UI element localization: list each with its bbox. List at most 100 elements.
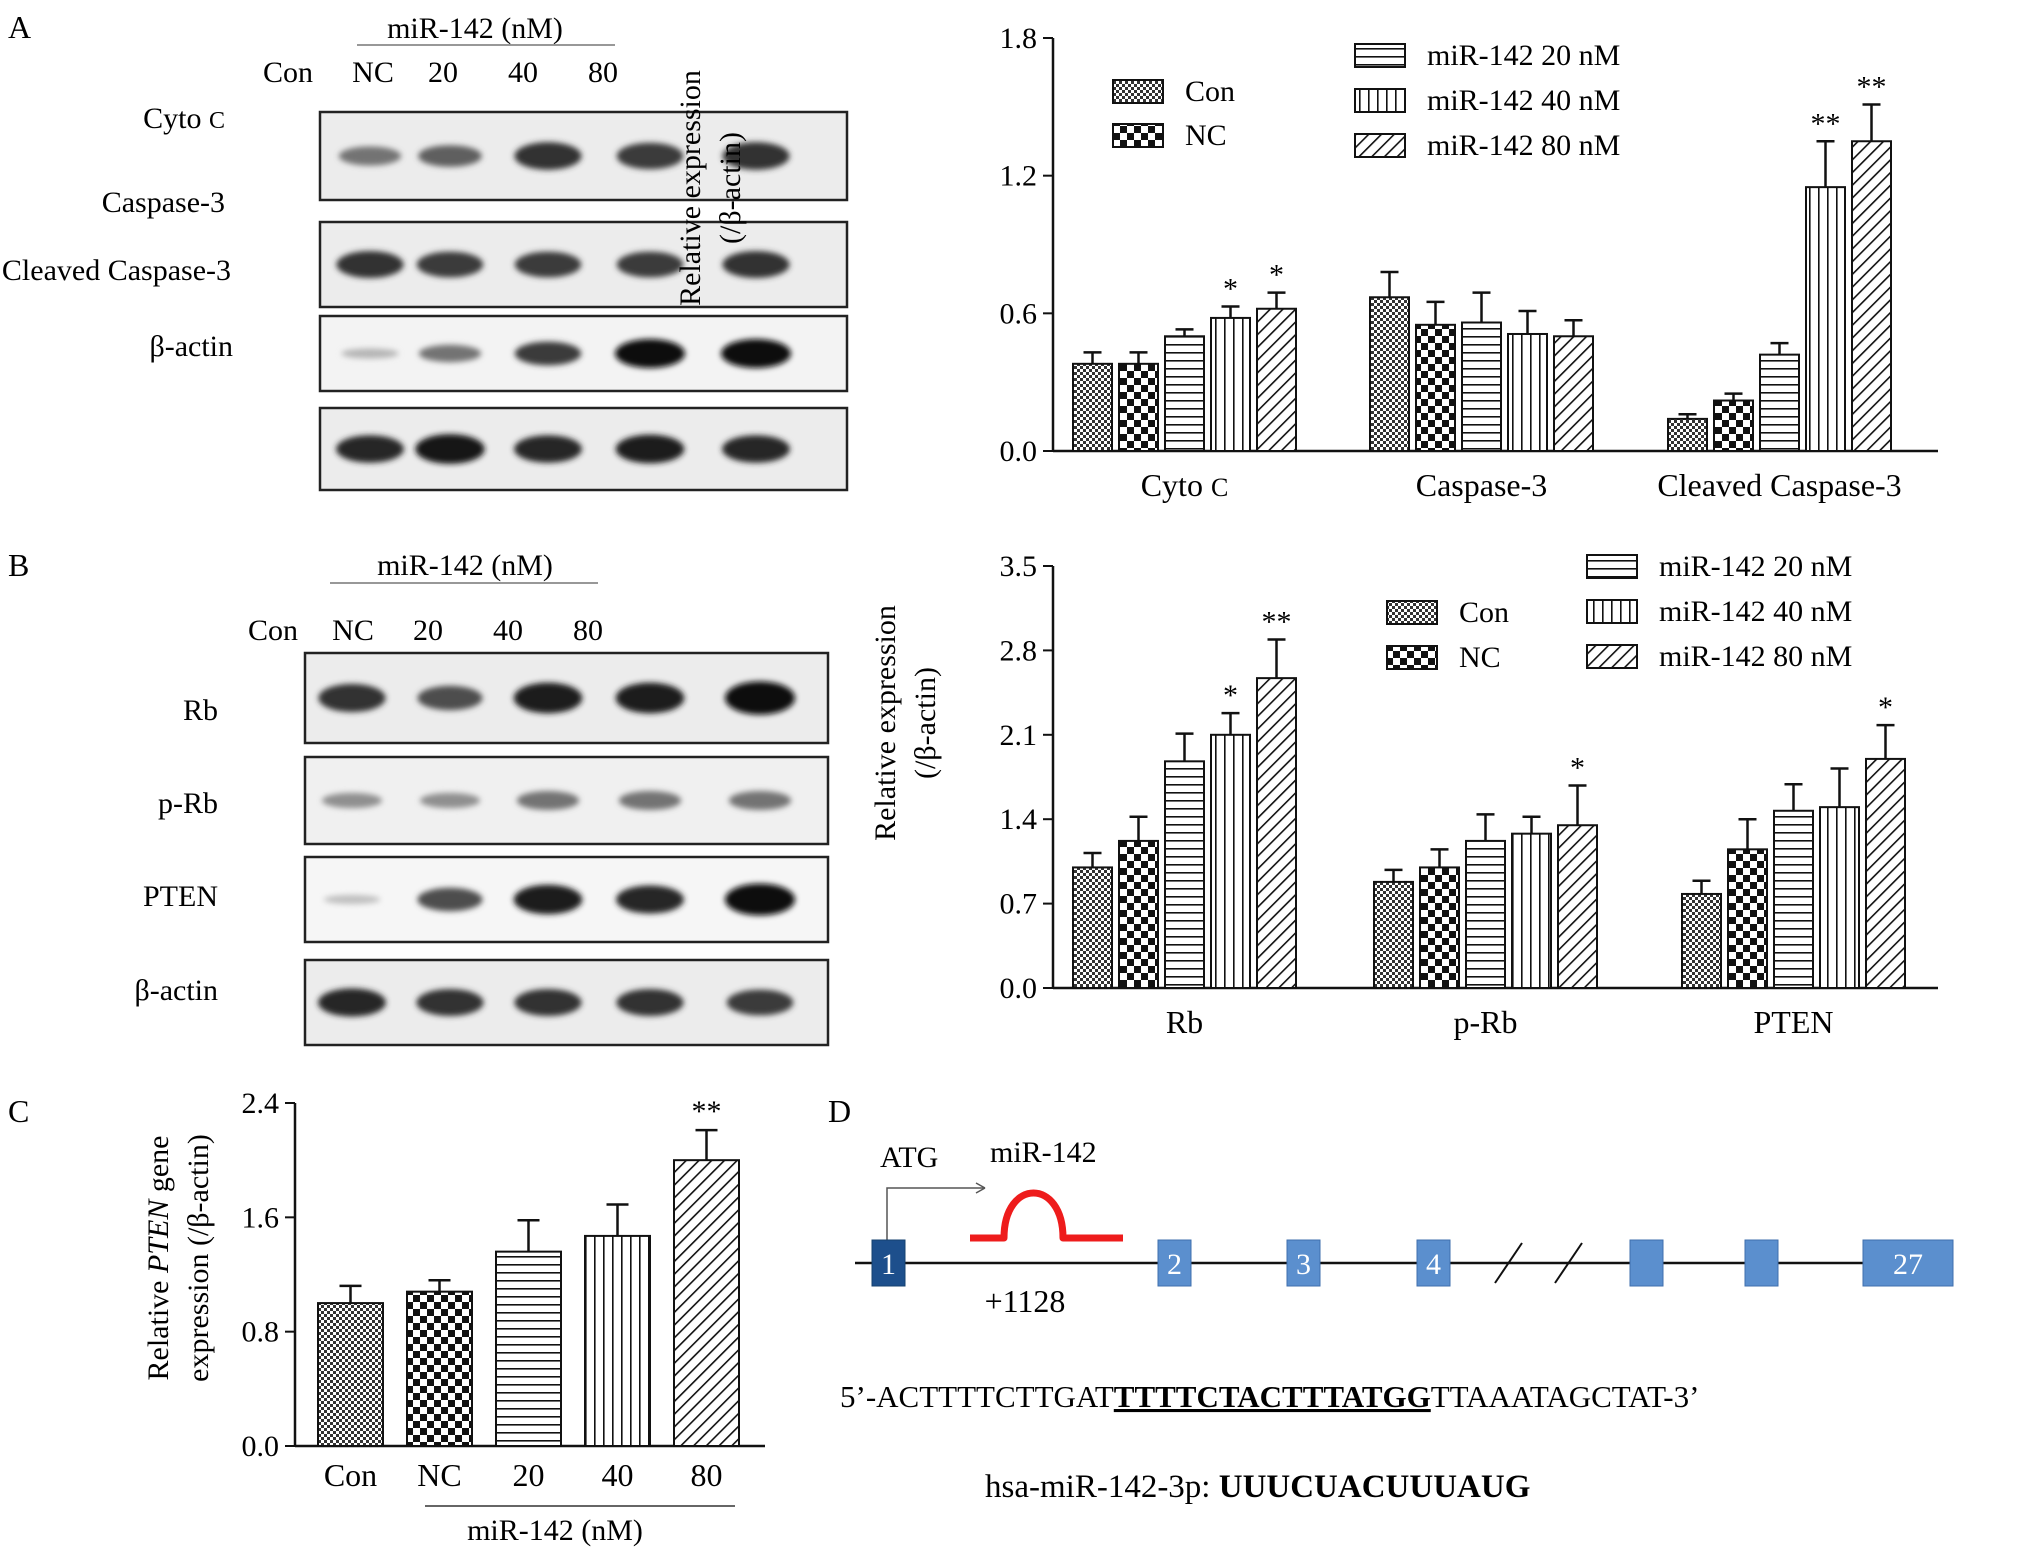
- bar: [317, 1302, 384, 1448]
- x-category-label: 20: [513, 1457, 545, 1493]
- y-tick-label: 0.0: [1000, 972, 1038, 1005]
- bar: [584, 1234, 651, 1447]
- panel-c-label: C: [8, 1093, 29, 1129]
- exon-number: 2: [1167, 1248, 1182, 1281]
- exon-number: 3: [1296, 1248, 1311, 1281]
- panel-a-blot-membranes: [318, 110, 849, 492]
- x-category-label: 80: [691, 1457, 723, 1493]
- panel-b-blot: B miR-142 (nM) Con NC 20 40 80 Rb p-Rb P…: [8, 547, 830, 1047]
- blot-band: [615, 434, 685, 464]
- bar: [1819, 806, 1860, 990]
- blot-band: [338, 146, 402, 166]
- blot-band: [417, 685, 483, 711]
- blot-band: [418, 344, 482, 363]
- legend-label: miR-142 80 nM: [1427, 129, 1620, 162]
- lane-label: 20: [413, 614, 443, 647]
- blot-band: [618, 791, 682, 810]
- blot-band: [728, 791, 792, 810]
- blot-row-label: β-actin: [149, 330, 233, 363]
- legend-label: miR-142 20 nM: [1659, 550, 1852, 583]
- x-category-label: Con: [324, 1457, 377, 1493]
- significance-mark: *: [1269, 259, 1284, 292]
- blot-row-label: Caspase-3: [102, 186, 225, 219]
- lane-label: 40: [493, 614, 523, 647]
- blot-band: [416, 988, 484, 1017]
- significance-mark: **: [1262, 606, 1292, 639]
- legend-swatch: [1386, 645, 1438, 670]
- blot-band: [726, 989, 794, 1016]
- panel-a-lane-labels: Con NC 20 40 80: [263, 56, 618, 89]
- exon-unlabeled: [1629, 1239, 1664, 1287]
- legend-swatch: [1386, 600, 1438, 625]
- bar: [1369, 296, 1410, 452]
- blot-row-label: Cyto C: [143, 102, 225, 135]
- y-tick-label: 2.8: [1000, 634, 1038, 667]
- bar: [1164, 760, 1205, 990]
- bar: [673, 1159, 740, 1447]
- bar: [1511, 832, 1552, 989]
- legend-label: Con: [1459, 596, 1509, 629]
- exon-number: 1: [881, 1248, 896, 1281]
- panel-d-diagram: D ATG miR-142 +1128 1 2 3 4 27 5’-ACTTTT…: [828, 1093, 1954, 1505]
- bar: [1851, 140, 1892, 452]
- blot-band: [336, 250, 404, 279]
- blot-band: [514, 142, 582, 170]
- legend-label: Con: [1185, 75, 1235, 108]
- binding-position: +1128: [985, 1283, 1066, 1319]
- blot-band: [415, 434, 485, 464]
- exon-4: [1416, 1239, 1451, 1287]
- bar: [1118, 362, 1159, 452]
- legend-label: miR-142 40 nM: [1659, 595, 1852, 628]
- y-axis-label-unit: expression (/β-actin): [182, 1134, 215, 1382]
- panel-a-blot: A miR-142 (nM) Con NC 20 40 80 Cyto C Ca…: [2, 9, 849, 492]
- bar: [1557, 824, 1598, 989]
- seed-match-site: TTTTCTACTTTATGG: [1114, 1379, 1431, 1414]
- legend-label: miR-142 80 nM: [1659, 640, 1852, 673]
- blot-row-label: Rb: [183, 694, 218, 727]
- blot-row-label: β-actin: [134, 974, 218, 1007]
- legend-label: NC: [1459, 641, 1501, 674]
- bar: [1164, 335, 1205, 452]
- blot-band: [516, 791, 580, 810]
- bar: [1415, 323, 1456, 452]
- legend-swatch: [1354, 133, 1406, 158]
- bar: [1072, 362, 1113, 452]
- exon-number: 4: [1426, 1248, 1441, 1281]
- bar: [1667, 417, 1708, 452]
- y-tick-label: 2.4: [242, 1087, 280, 1120]
- atg-arrow: [886, 1187, 985, 1240]
- y-axis-label: Relative PTEN gene: [142, 1136, 175, 1381]
- blot-band: [323, 894, 381, 905]
- lane-label: NC: [352, 56, 394, 89]
- significance-mark: *: [1878, 691, 1893, 724]
- atg-arrowhead: [975, 1182, 986, 1194]
- legend-swatch: [1586, 599, 1638, 624]
- panel-a-treatment-label: miR-142 (nM): [387, 12, 563, 45]
- lane-label: 80: [573, 614, 603, 647]
- y-tick-label: 0.0: [242, 1430, 280, 1463]
- panel-d-label: D: [828, 1093, 851, 1129]
- blot-band: [418, 145, 482, 167]
- mirna-label: miR-142: [990, 1136, 1097, 1169]
- legend-swatch: [1354, 43, 1406, 68]
- legend-swatch: [1354, 88, 1406, 113]
- break-mark: [1494, 1242, 1523, 1284]
- significance-mark: *: [1570, 751, 1585, 784]
- y-tick-label: 3.5: [1000, 550, 1038, 583]
- exon-2: [1157, 1239, 1192, 1287]
- lane-label: Con: [263, 56, 313, 89]
- y-axis-label-unit: (/β-actin): [714, 132, 747, 244]
- panel-a-label: A: [8, 9, 31, 45]
- blot-band: [722, 435, 790, 463]
- legend-label: NC: [1185, 119, 1227, 152]
- legend-swatch: [1112, 123, 1164, 148]
- y-axis-label-unit: (/β-actin): [909, 667, 942, 779]
- bar: [1256, 677, 1297, 989]
- x-category-label: 40: [602, 1457, 634, 1493]
- blot-row-label: PTEN: [143, 880, 218, 913]
- panel-b-blot-membranes: [303, 651, 830, 1047]
- exon-unlabeled: [1744, 1239, 1779, 1287]
- mirna-sequence: hsa-miR-142-3p: UUUCUACUUUAUG: [985, 1469, 1530, 1505]
- blot-row-label: Cleaved Caspase-3: [2, 254, 231, 287]
